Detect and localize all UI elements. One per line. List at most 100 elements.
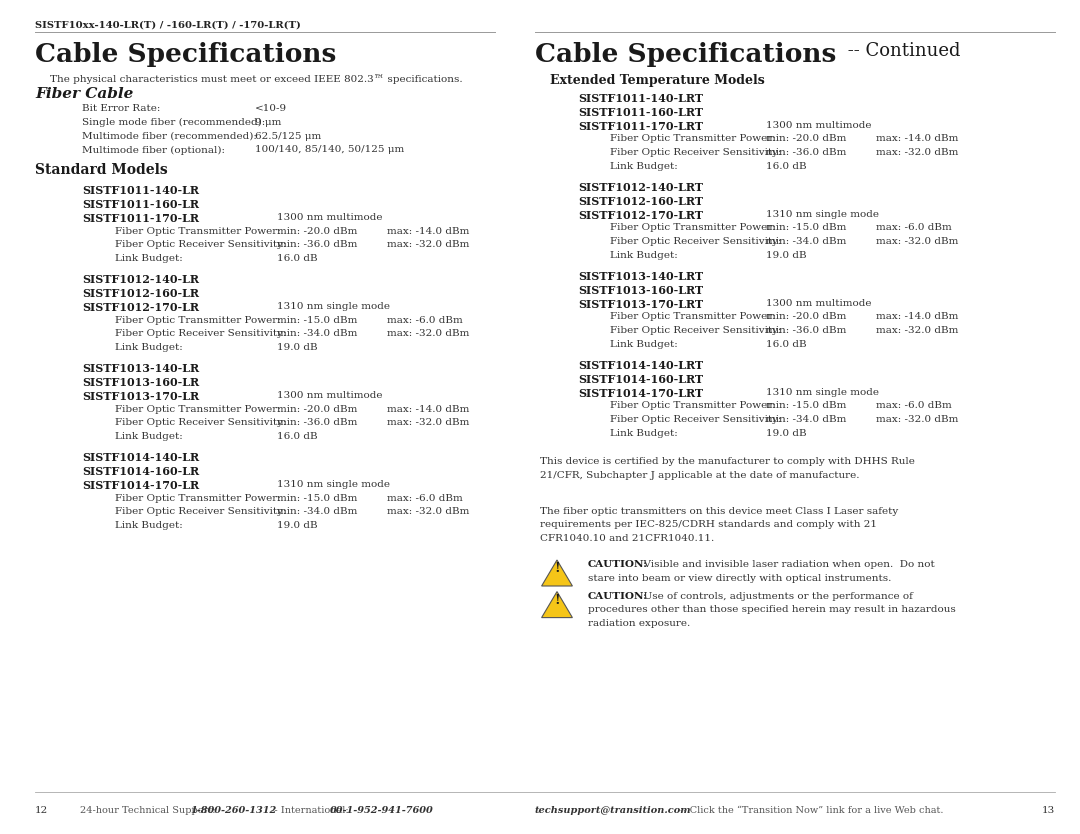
Text: Link Budget:: Link Budget: xyxy=(610,340,678,349)
Text: SISTF1014-160-LR: SISTF1014-160-LR xyxy=(82,466,199,477)
Text: Cable Specifications: Cable Specifications xyxy=(535,42,836,67)
Text: SISTF1014-170-LR: SISTF1014-170-LR xyxy=(82,480,199,490)
Text: Extended Temperature Models: Extended Temperature Models xyxy=(550,74,765,87)
Text: SISTF1014-160-LRT: SISTF1014-160-LRT xyxy=(578,374,703,384)
Text: 19.0 dB: 19.0 dB xyxy=(766,251,807,260)
Text: SISTF1012-170-LR: SISTF1012-170-LR xyxy=(82,302,199,313)
Text: 1300 nm multimode: 1300 nm multimode xyxy=(766,121,872,129)
Text: radiation exposure.: radiation exposure. xyxy=(588,619,690,628)
Text: Cable Specifications: Cable Specifications xyxy=(35,42,336,67)
Text: max: -32.0 dBm: max: -32.0 dBm xyxy=(387,329,470,339)
Text: <10-9: <10-9 xyxy=(255,104,287,113)
Text: max: -14.0 dBm: max: -14.0 dBm xyxy=(387,404,470,414)
Text: SISTF1013-140-LRT: SISTF1013-140-LRT xyxy=(578,271,703,282)
Text: SISTF1012-160-LRT: SISTF1012-160-LRT xyxy=(578,196,703,207)
Text: Standard Models: Standard Models xyxy=(35,163,167,177)
Text: min: -15.0 dBm: min: -15.0 dBm xyxy=(766,401,847,410)
Text: Use of controls, adjustments or the performance of: Use of controls, adjustments or the perf… xyxy=(637,591,913,600)
Text: SISTF1013-170-LR: SISTF1013-170-LR xyxy=(82,391,199,402)
Text: Fiber Optic Transmitter Power:: Fiber Optic Transmitter Power: xyxy=(610,224,775,233)
Text: Fiber Optic Transmitter Power:: Fiber Optic Transmitter Power: xyxy=(114,227,281,235)
Text: Fiber Optic Transmitter Power:: Fiber Optic Transmitter Power: xyxy=(610,401,775,410)
Text: SISTF1011-170-LRT: SISTF1011-170-LRT xyxy=(578,121,703,132)
Text: Fiber Optic Receiver Sensitivity:: Fiber Optic Receiver Sensitivity: xyxy=(610,326,782,335)
Text: 19.0 dB: 19.0 dB xyxy=(766,429,807,438)
Text: The fiber optic transmitters on this device meet Class I Laser safety: The fiber optic transmitters on this dev… xyxy=(540,506,899,515)
Text: stare into beam or view directly with optical instruments.: stare into beam or view directly with op… xyxy=(588,574,891,583)
Text: procedures other than those specified herein may result in hazardous: procedures other than those specified he… xyxy=(588,605,956,615)
Text: Link Budget:: Link Budget: xyxy=(610,429,678,438)
Text: max: -32.0 dBm: max: -32.0 dBm xyxy=(876,237,958,246)
Text: SISTF1014-140-LRT: SISTF1014-140-LRT xyxy=(578,360,703,371)
Text: max: -6.0 dBm: max: -6.0 dBm xyxy=(387,315,462,324)
Text: CAUTION:: CAUTION: xyxy=(588,591,648,600)
Text: 1310 nm single mode: 1310 nm single mode xyxy=(276,480,390,489)
Text: min: -20.0 dBm: min: -20.0 dBm xyxy=(766,313,847,321)
Text: 19.0 dB: 19.0 dB xyxy=(276,521,318,530)
Text: SISTF1011-170-LR: SISTF1011-170-LR xyxy=(82,213,199,224)
Text: Bit Error Rate:: Bit Error Rate: xyxy=(82,104,160,113)
Text: -- Click the “Transition Now” link for a live Web chat.: -- Click the “Transition Now” link for a… xyxy=(677,806,944,815)
Text: Link Budget:: Link Budget: xyxy=(610,162,678,171)
Text: min: -34.0 dBm: min: -34.0 dBm xyxy=(766,237,847,246)
Text: max: -32.0 dBm: max: -32.0 dBm xyxy=(387,240,470,249)
Polygon shape xyxy=(541,560,572,586)
Text: min: -15.0 dBm: min: -15.0 dBm xyxy=(276,315,357,324)
Text: SISTF1014-170-LRT: SISTF1014-170-LRT xyxy=(578,388,703,399)
Text: Fiber Optic Receiver Sensitivity:: Fiber Optic Receiver Sensitivity: xyxy=(610,148,782,157)
Text: max: -32.0 dBm: max: -32.0 dBm xyxy=(876,415,958,425)
Text: CAUTION:: CAUTION: xyxy=(588,560,648,569)
Text: Fiber Optic Receiver Sensitivity:: Fiber Optic Receiver Sensitivity: xyxy=(610,237,782,246)
Text: SISTF1013-170-LRT: SISTF1013-170-LRT xyxy=(578,299,703,309)
Text: min: -36.0 dBm: min: -36.0 dBm xyxy=(766,326,847,335)
Text: requirements per IEC-825/CDRH standards and comply with 21: requirements per IEC-825/CDRH standards … xyxy=(540,520,877,530)
Text: SISTF1013-140-LR: SISTF1013-140-LR xyxy=(82,363,199,374)
Text: 16.0 dB: 16.0 dB xyxy=(276,432,318,441)
Text: 1-800-260-1312: 1-800-260-1312 xyxy=(190,806,276,815)
Text: !: ! xyxy=(554,594,559,607)
Text: 16.0 dB: 16.0 dB xyxy=(766,162,807,171)
Text: SISTF1013-160-LRT: SISTF1013-160-LRT xyxy=(578,284,703,296)
Text: max: -32.0 dBm: max: -32.0 dBm xyxy=(387,507,470,516)
Text: Fiber Optic Transmitter Power:: Fiber Optic Transmitter Power: xyxy=(610,313,775,321)
Text: Fiber Optic Transmitter Power:: Fiber Optic Transmitter Power: xyxy=(114,494,281,503)
Text: SISTF1013-160-LR: SISTF1013-160-LR xyxy=(82,377,199,388)
Text: SISTF1012-160-LR: SISTF1012-160-LR xyxy=(82,288,199,299)
Text: Fiber Optic Transmitter Power:: Fiber Optic Transmitter Power: xyxy=(114,404,281,414)
Text: 00-1-952-941-7600: 00-1-952-941-7600 xyxy=(330,806,434,815)
Text: Link Budget:: Link Budget: xyxy=(114,432,183,441)
Text: SISTF1014-140-LR: SISTF1014-140-LR xyxy=(82,452,199,463)
Text: min: -15.0 dBm: min: -15.0 dBm xyxy=(276,494,357,503)
Text: 21/CFR, Subchapter J applicable at the date of manufacture.: 21/CFR, Subchapter J applicable at the d… xyxy=(540,471,860,480)
Text: Link Budget:: Link Budget: xyxy=(610,251,678,260)
Text: 16.0 dB: 16.0 dB xyxy=(276,254,318,264)
Text: max: -14.0 dBm: max: -14.0 dBm xyxy=(876,313,958,321)
Text: min: -20.0 dBm: min: -20.0 dBm xyxy=(276,227,357,235)
Text: 13: 13 xyxy=(1042,806,1055,815)
Text: 12: 12 xyxy=(35,806,49,815)
Text: 100/140, 85/140, 50/125 μm: 100/140, 85/140, 50/125 μm xyxy=(255,145,404,154)
Text: Fiber Optic Transmitter Power:: Fiber Optic Transmitter Power: xyxy=(114,315,281,324)
Text: -- Continued: -- Continued xyxy=(842,42,960,60)
Text: min: -20.0 dBm: min: -20.0 dBm xyxy=(276,404,357,414)
Text: 1310 nm single mode: 1310 nm single mode xyxy=(766,209,879,219)
Text: Fiber Optic Receiver Sensitivity:: Fiber Optic Receiver Sensitivity: xyxy=(114,507,286,516)
Text: SISTF1012-140-LRT: SISTF1012-140-LRT xyxy=(578,182,703,193)
Text: This device is certified by the manufacturer to comply with DHHS Rule: This device is certified by the manufact… xyxy=(540,457,915,466)
Text: !: ! xyxy=(554,562,559,575)
Text: Fiber Optic Receiver Sensitivity:: Fiber Optic Receiver Sensitivity: xyxy=(114,419,286,427)
Text: Link Budget:: Link Budget: xyxy=(114,344,183,352)
Text: Fiber Optic Transmitter Power:: Fiber Optic Transmitter Power: xyxy=(610,134,775,143)
Text: max: -14.0 dBm: max: -14.0 dBm xyxy=(876,134,958,143)
Text: 24-hour Technical Support:: 24-hour Technical Support: xyxy=(80,806,218,815)
Text: 62.5/125 μm: 62.5/125 μm xyxy=(255,132,321,141)
Text: max: -14.0 dBm: max: -14.0 dBm xyxy=(387,227,470,235)
Text: min: -34.0 dBm: min: -34.0 dBm xyxy=(276,507,357,516)
Text: Multimode fiber (optional):: Multimode fiber (optional): xyxy=(82,145,225,154)
Text: CFR1040.10 and 21CFR1040.11.: CFR1040.10 and 21CFR1040.11. xyxy=(540,535,714,543)
Text: 19.0 dB: 19.0 dB xyxy=(276,344,318,352)
Text: Fiber Optic Receiver Sensitivity:: Fiber Optic Receiver Sensitivity: xyxy=(114,329,286,339)
Text: techsupport@transition.com: techsupport@transition.com xyxy=(535,806,691,815)
Text: Visible and invisible laser radiation when open.  Do not: Visible and invisible laser radiation wh… xyxy=(637,560,935,569)
Text: 1310 nm single mode: 1310 nm single mode xyxy=(766,388,879,397)
